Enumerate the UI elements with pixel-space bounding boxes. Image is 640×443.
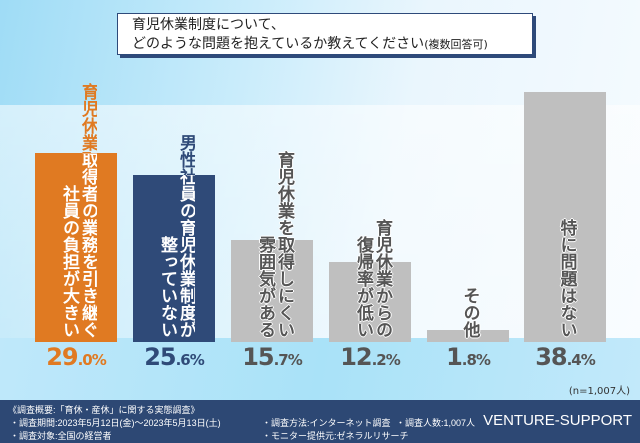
value-decimal: .7% — [273, 351, 303, 369]
value-decimal: .2% — [371, 351, 401, 369]
value-integer: 15 — [242, 343, 274, 371]
survey-method: ・調査方法:インターネット調査 — [262, 418, 391, 428]
bar-label-3: 育児休業を取得しにくい 雰囲気がある — [251, 146, 294, 338]
bar-1 — [35, 152, 117, 342]
value-integer: 25 — [144, 343, 176, 371]
bar-label-line: 特に問題はない — [556, 219, 577, 338]
title-line-2: どのような問題を抱えているか教えてください — [132, 36, 425, 52]
value-decimal: .4% — [566, 351, 596, 369]
brand-logo: VENTURE-SUPPORT — [483, 412, 632, 429]
bar-2 — [133, 175, 215, 342]
bar-3 — [231, 239, 313, 342]
bar-5 — [427, 330, 509, 342]
value-label-2: 25.6% — [124, 343, 224, 371]
survey-count: ・調査人数:1,007人 — [396, 418, 476, 428]
value-integer: 29 — [46, 343, 78, 371]
bar-label-6: 特に問題はない — [555, 216, 577, 338]
question-title-box: 育児休業制度について、 どのような問題を抱えているか教えてください(複数回答可) — [117, 13, 533, 55]
bar-label-1: 育児休業取得者の業務を引き継ぐ 社員の負担が大きい — [55, 76, 97, 339]
value-label-1: 29.0% — [26, 343, 126, 371]
bar-label-line: 男性社員の育児休業制度が — [176, 134, 196, 338]
sample-size: (n=1,007人) — [568, 386, 630, 397]
bar-label-line: 整っていない — [157, 236, 177, 338]
survey-target: ・調査対象:全国の経営者 — [10, 431, 112, 441]
value-decimal: .8% — [461, 351, 491, 369]
bar-label-4: 育児休業からの 復帰率が低い — [349, 216, 392, 338]
bar-6 — [524, 91, 606, 342]
value-label-4: 12.2% — [320, 343, 420, 371]
bar-label-line: 雰囲気がある — [255, 236, 275, 338]
value-label-6: 38.4% — [515, 343, 615, 371]
background-lower-band — [0, 338, 640, 400]
survey-summary: 《調査概要:「育休・産休」に関する実態調査》 — [8, 405, 200, 415]
title-line-1: 育児休業制度について、 — [132, 17, 285, 33]
value-integer: 12 — [340, 343, 372, 371]
value-label-5: 1.8% — [418, 343, 518, 371]
bar-label-line: 復帰率が低い — [353, 236, 373, 338]
value-decimal: .6% — [175, 351, 205, 369]
value-integer: 1 — [446, 343, 463, 371]
value-decimal: .0% — [77, 351, 107, 369]
value-integer: 38 — [535, 343, 567, 371]
bar-label-line: 社員の負担が大きい — [59, 185, 79, 338]
title-note: (複数回答可) — [424, 38, 488, 51]
bar-label-line: 育児休業を取得しにくい — [274, 151, 294, 338]
bar-label-line: その他 — [459, 287, 480, 338]
bar-label-5: その他 — [458, 286, 480, 338]
footer: 《調査概要:「育休・産休」に関する実態調査》 ・調査期間:2023年5月12日(… — [0, 400, 640, 443]
bar-4 — [329, 262, 411, 342]
bar-label-2: 男性社員の育児休業制度が 整っていない — [153, 128, 195, 338]
survey-period: ・調査期間:2023年5月12日(金)〜2023年5月13日(土) — [10, 418, 221, 428]
bar-label-line: 育児休業取得者の業務を引き継ぐ — [78, 83, 98, 338]
bar-label-line: 育児休業からの — [372, 219, 392, 338]
value-label-3: 15.7% — [222, 343, 322, 371]
survey-provider: ・モニター提供元:ゼネラルリサーチ — [262, 431, 409, 441]
